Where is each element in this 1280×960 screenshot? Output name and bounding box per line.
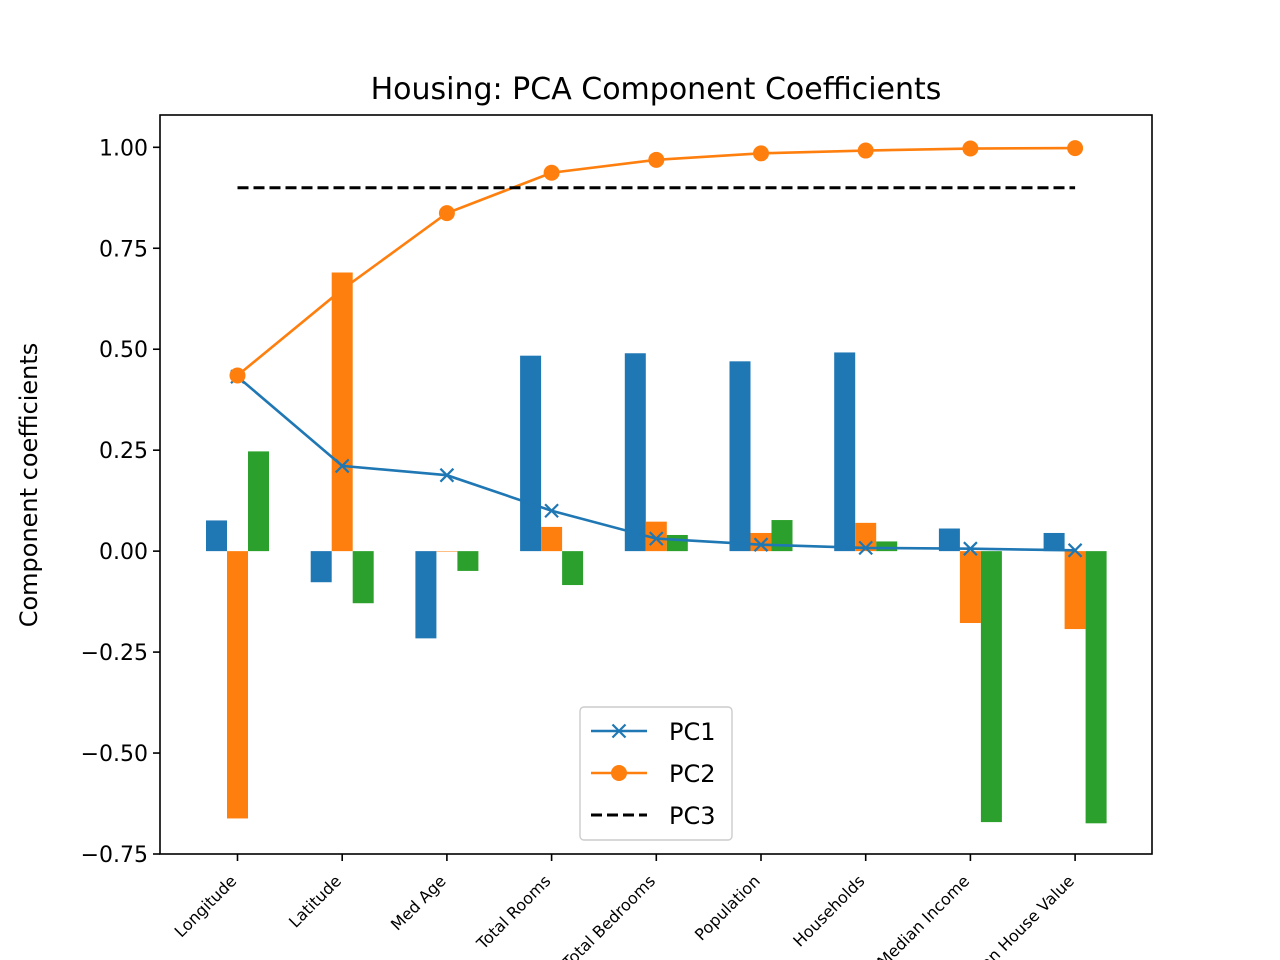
bar-s3-4 [666,534,688,552]
bar-s3-8 [1085,551,1107,824]
bar-s1-8 [1043,532,1065,552]
bars-layer [206,272,1107,824]
point-pc2-5 [753,145,769,162]
lines-layer [229,140,1084,558]
legend-label-pc3: PC3 [669,802,716,830]
point-pc2-7 [962,140,979,157]
legend-label-pc2: PC2 [669,760,716,788]
y-tick-label-0: −0.75 [81,843,148,868]
point-pc1-3 [544,503,559,519]
legend-marker-pc2 [611,765,627,781]
bar-s1-1 [310,551,332,583]
bar-s2-1 [331,272,353,552]
x-tick-label-2: Med Age [387,871,450,934]
bar-s2-0 [227,551,248,819]
bar-s3-1 [352,551,374,604]
x-tick-label-6: Households [789,871,868,950]
bar-s1-0 [206,520,227,552]
bar-s3-2 [457,551,479,571]
bar-s3-7 [980,551,1002,823]
y-tick-label-1: −0.50 [81,742,148,767]
point-pc2-6 [857,142,874,159]
point-pc1-2 [439,467,455,483]
point-pc1-8 [1067,543,1083,558]
point-pc1-1 [334,458,350,474]
bar-s2-7 [959,551,981,624]
bar-s2-5 [750,532,772,552]
bar-s1-5 [729,361,751,552]
bar-s2-2 [436,551,458,552]
legend-label-pc1: PC1 [669,718,716,746]
y-tick-label-2: −0.25 [81,641,148,666]
point-pc2-0 [229,367,246,384]
bar-s1-7 [938,528,960,552]
bar-s2-8 [1064,551,1086,630]
x-tick-label-0: Longitude [171,871,241,941]
y-axis: −0.75 −0.50 −0.25 0.00 0.25 0.50 0.75 1.00 [81,136,160,868]
y-tick-label-7: 1.00 [99,136,148,161]
bar-s3-3 [562,551,584,586]
x-tick-label-1: Latitude [285,871,345,931]
point-pc2-1 [334,281,351,298]
point-pc2-8 [1067,140,1084,157]
legend: PC1 PC2 PC3 [579,706,733,841]
x-tick-label-4: Total Bedrooms [558,871,659,960]
point-pc1-7 [963,541,978,556]
point-pc2-3 [543,164,560,181]
chart-title: Housing: PCA Component Coefficients [371,72,942,107]
legend-marker-pc1 [611,723,627,739]
bar-s1-2 [415,551,437,639]
y-tick-label-5: 0.50 [99,338,148,363]
point-pc1-4 [649,531,664,546]
point-pc1-6 [858,540,873,556]
legend-box [579,706,733,841]
bar-s1-3 [520,355,542,552]
bar-s1-4 [624,353,646,552]
x-tick-label-3: Total Rooms [472,871,554,953]
point-pc1-5 [753,537,769,552]
y-axis-label: Component coefficients [15,343,43,628]
bar-s3-5 [771,520,793,552]
point-pc2-4 [648,151,665,168]
point-pc2-2 [438,205,455,222]
line-pc2 [236,146,1076,377]
bar-s3-6 [876,541,898,552]
y-tick-label-4: 0.25 [99,439,148,464]
y-tick-label-3: 0.00 [99,540,148,565]
x-tick-label-7: Median Income [873,871,973,960]
bar-s2-3 [541,526,563,552]
y-tick-label-6: 0.75 [99,237,148,262]
bar-s3-0 [248,451,269,552]
x-axis: Longitude Latitude Med Age Total Rooms Total… [171,854,1078,960]
bar-s1-6 [834,352,856,552]
x-tick-label-5: Population [691,871,764,944]
